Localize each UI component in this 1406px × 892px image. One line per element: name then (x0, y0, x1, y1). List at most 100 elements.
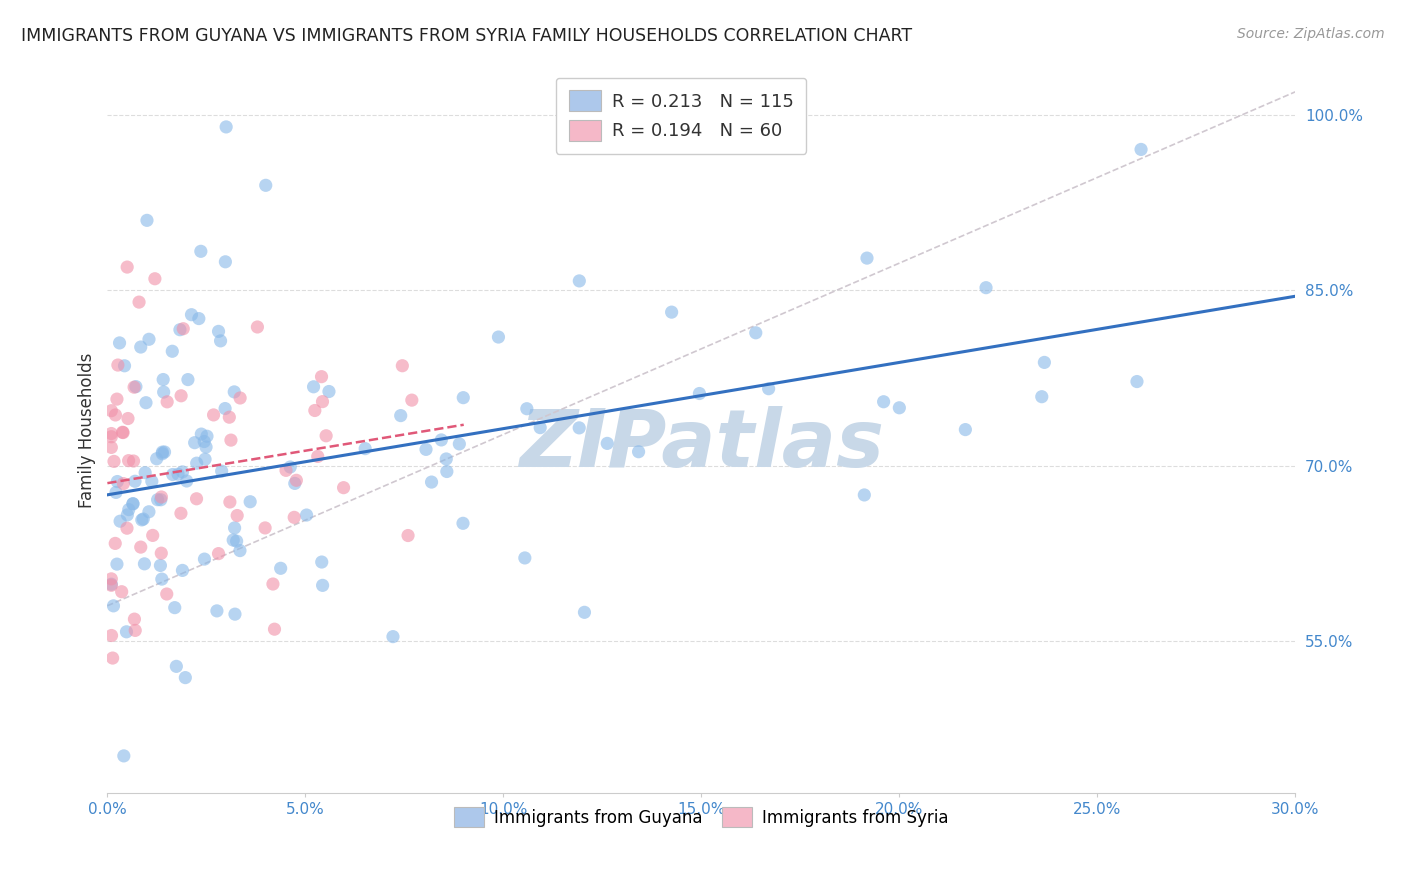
Point (758, 382, 780, 396)
Point (215, 120, 238, 134)
Point (627, 444, 650, 458)
Point (1031, 390, 1053, 404)
Point (124, 612, 146, 626)
Point (100, 426, 122, 441)
Point (150, 490, 173, 504)
Point (270, 561, 292, 575)
Point (103, 599, 125, 613)
Point (186, 491, 208, 506)
Point (170, 389, 193, 403)
Point (278, 460, 301, 475)
Point (596, 436, 619, 450)
Point (176, 474, 198, 488)
Point (117, 453, 139, 467)
Point (156, 394, 179, 409)
Point (488, 330, 510, 344)
Point (315, 429, 337, 443)
Point (224, 521, 246, 535)
Point (205, 604, 228, 618)
Point (170, 506, 193, 520)
Point (574, 605, 596, 619)
Point (150, 572, 173, 586)
Point (105, 475, 128, 489)
Point (401, 393, 423, 408)
Point (100, 628, 122, 642)
Point (121, 497, 143, 511)
Point (172, 563, 194, 577)
Point (100, 572, 122, 586)
Point (149, 558, 172, 573)
Point (169, 323, 191, 337)
Point (889, 401, 911, 415)
Point (1130, 143, 1153, 157)
Point (152, 385, 174, 400)
Point (186, 456, 208, 470)
Point (246, 320, 269, 334)
Point (193, 552, 215, 566)
Point (162, 467, 184, 482)
Point (117, 411, 139, 425)
Point (254, 178, 277, 193)
Point (145, 451, 167, 466)
Point (118, 502, 141, 516)
Point (304, 403, 326, 417)
Text: IMMIGRANTS FROM GUYANA VS IMMIGRANTS FROM SYRIA FAMILY HOUSEHOLDS CORRELATION CH: IMMIGRANTS FROM GUYANA VS IMMIGRANTS FRO… (21, 27, 912, 45)
Point (108, 514, 131, 528)
Point (207, 325, 229, 339)
Point (209, 334, 232, 348)
Point (114, 359, 136, 373)
Point (415, 442, 437, 457)
Point (149, 492, 172, 507)
Point (214, 254, 236, 268)
Point (104, 536, 127, 550)
Point (101, 651, 124, 665)
Point (174, 671, 197, 685)
Point (134, 557, 156, 571)
Point (167, 467, 190, 482)
Point (122, 380, 145, 394)
Point (162, 344, 184, 359)
Point (229, 543, 252, 558)
Point (103, 454, 125, 468)
Point (138, 505, 160, 519)
Point (283, 510, 305, 524)
Point (100, 430, 122, 444)
Point (218, 495, 240, 509)
Point (105, 557, 128, 571)
Point (187, 311, 209, 326)
Legend: Immigrants from Guyana, Immigrants from Syria: Immigrants from Guyana, Immigrants from … (446, 799, 957, 835)
Point (226, 508, 249, 523)
Point (132, 512, 155, 526)
Point (150, 447, 173, 461)
Point (254, 521, 277, 535)
Point (105, 392, 128, 406)
Point (974, 281, 997, 295)
Point (311, 578, 333, 592)
Point (190, 244, 212, 259)
Point (165, 659, 187, 673)
Point (202, 408, 225, 422)
Point (180, 308, 202, 322)
Point (152, 372, 174, 386)
Point (136, 213, 159, 227)
Point (142, 528, 165, 542)
Point (153, 445, 176, 459)
Point (568, 421, 591, 435)
Text: ZIPatlas: ZIPatlas (519, 406, 884, 484)
Point (436, 465, 458, 479)
Point (138, 332, 160, 346)
Point (302, 380, 325, 394)
Point (224, 384, 246, 399)
Point (172, 322, 194, 336)
Point (222, 533, 245, 547)
Point (745, 326, 768, 340)
Point (150, 445, 173, 459)
Point (1126, 375, 1149, 389)
Point (274, 463, 297, 477)
Point (104, 408, 127, 422)
Point (156, 587, 179, 601)
Point (111, 584, 134, 599)
Point (115, 521, 138, 535)
Point (143, 272, 166, 286)
Point (219, 433, 242, 447)
